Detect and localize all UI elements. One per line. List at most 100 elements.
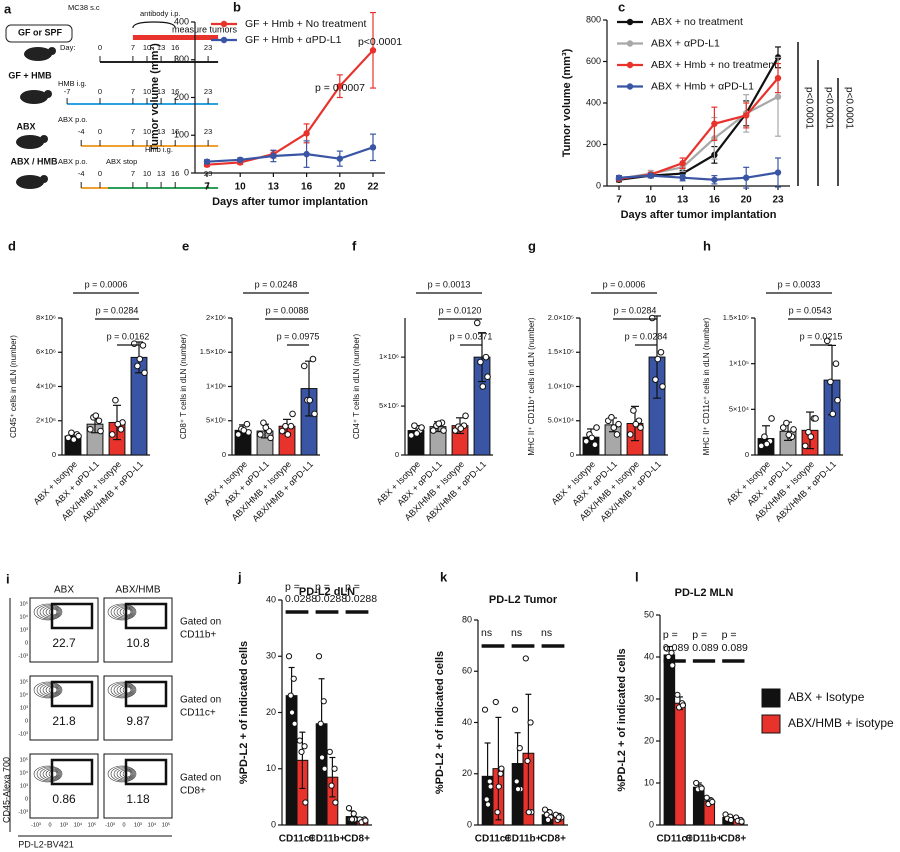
data-point bbox=[665, 653, 672, 661]
gate-frequency: 22.7 bbox=[52, 636, 76, 650]
data-point bbox=[435, 420, 443, 427]
x-tick-label: 20 bbox=[334, 182, 346, 193]
timeline-note: Hmb i.g. bbox=[145, 145, 173, 154]
y-tick-label: 400 bbox=[174, 16, 189, 26]
y-tick-label: 1.5×10⁵ bbox=[548, 347, 574, 356]
comparison-label: p = 0.0006 bbox=[85, 279, 128, 289]
data-point bbox=[783, 419, 790, 427]
data-point bbox=[301, 743, 308, 750]
data-point bbox=[514, 786, 522, 793]
data-point bbox=[134, 362, 141, 370]
x-tick-label: 7 bbox=[204, 182, 210, 193]
data-point bbox=[481, 706, 489, 713]
x-tick-label: CD11b+ bbox=[505, 834, 542, 845]
day-prefix: Day: bbox=[60, 43, 75, 52]
flow-x-tick: 10⁴ bbox=[148, 821, 157, 828]
group-label: ABX bbox=[16, 121, 35, 131]
legend-label: ABX + Hmb + no treatment bbox=[651, 59, 777, 71]
flow-x-tick: 10³ bbox=[60, 822, 68, 828]
y-tick-label: 0 bbox=[222, 450, 226, 459]
comparison-label: p = 0.0371 bbox=[450, 331, 493, 341]
x-tick-label: 20 bbox=[741, 195, 753, 206]
panel-label: a bbox=[4, 1, 12, 16]
contour bbox=[107, 603, 137, 621]
annotation: 0.089 bbox=[692, 642, 718, 654]
data-point bbox=[492, 698, 499, 706]
y-tick-label: 2×10⁶ bbox=[206, 313, 226, 322]
data-point bbox=[668, 649, 675, 656]
flow-y-tick: 10⁵ bbox=[20, 756, 28, 763]
y-tick-label: 300 bbox=[174, 54, 189, 64]
comparison-label: p = 0.0248 bbox=[255, 279, 298, 289]
y-axis-title: Tumor volume (mm³) bbox=[561, 48, 573, 157]
data-point bbox=[267, 434, 274, 442]
data-point bbox=[320, 698, 327, 705]
data-point bbox=[591, 441, 599, 449]
flow-plot bbox=[103, 675, 173, 741]
data-point bbox=[289, 410, 296, 418]
data-point bbox=[495, 783, 502, 790]
contour bbox=[110, 766, 136, 782]
legend-marker bbox=[626, 83, 634, 90]
day-label: 16 bbox=[171, 43, 179, 52]
comparison-label: p = 0.0284 bbox=[625, 331, 668, 341]
data-point bbox=[328, 782, 335, 789]
data-point bbox=[484, 801, 492, 808]
data-point bbox=[516, 745, 523, 752]
data-point bbox=[511, 706, 519, 713]
data-point bbox=[615, 420, 622, 428]
data-point bbox=[306, 396, 314, 404]
y-tick-label: 0 bbox=[596, 180, 601, 190]
data-point bbox=[834, 396, 841, 404]
legend-marker bbox=[220, 20, 228, 28]
contour bbox=[113, 767, 135, 781]
annotation: p = bbox=[315, 581, 330, 593]
day-label: 0 bbox=[98, 169, 102, 178]
data-point bbox=[256, 431, 264, 438]
flow-y-tick: 0 bbox=[25, 640, 28, 646]
comparison-label: p = 0.0543 bbox=[789, 305, 832, 315]
y-tick-label: 60 bbox=[462, 666, 472, 676]
y-tick-label: 1×10⁵ bbox=[729, 359, 749, 368]
x-tick-label: CD11b+ bbox=[686, 834, 723, 845]
comparison-label: p = 0.0284 bbox=[614, 305, 657, 315]
contour bbox=[33, 765, 63, 783]
x-tick-label: 22 bbox=[367, 182, 379, 193]
day-label: 7 bbox=[131, 43, 135, 52]
data-point bbox=[674, 691, 681, 698]
data-point bbox=[309, 355, 317, 363]
data-point bbox=[326, 748, 333, 755]
panel-label: d bbox=[8, 238, 16, 253]
y-axis-title: CD4⁺ T cells in dLN (number) bbox=[352, 334, 361, 440]
y-tick-label: 20 bbox=[462, 768, 472, 778]
data-point bbox=[114, 420, 122, 428]
y-tick-label: 400 bbox=[586, 97, 601, 107]
annotation: p = bbox=[692, 629, 707, 641]
panel-label: g bbox=[528, 238, 536, 253]
gate bbox=[124, 680, 168, 708]
point bbox=[203, 158, 211, 165]
data-point bbox=[411, 422, 418, 429]
y-axis-title: CD8⁺ T cells in dLN (number) bbox=[179, 334, 188, 440]
legend-swatch bbox=[761, 714, 781, 734]
data-point bbox=[679, 702, 687, 709]
data-point bbox=[632, 420, 640, 428]
data-point bbox=[296, 737, 303, 744]
group-box bbox=[5, 24, 73, 43]
y-tick-label: 5.0×10⁴ bbox=[548, 416, 574, 425]
point bbox=[711, 120, 718, 127]
day-label: 0 bbox=[98, 87, 102, 96]
contour bbox=[36, 682, 62, 698]
series-line bbox=[206, 146, 374, 163]
flow-x-tick: 10⁵ bbox=[88, 821, 96, 828]
data-point bbox=[482, 353, 490, 361]
point bbox=[743, 112, 750, 119]
flow-y-tick: 10⁵ bbox=[20, 678, 28, 685]
y-tick-label: 0 bbox=[745, 450, 749, 459]
data-point bbox=[285, 653, 293, 660]
x-tick-label: CD11c+ bbox=[279, 834, 316, 845]
contour bbox=[113, 683, 135, 697]
annotation: p = bbox=[285, 581, 300, 593]
panel-label: j bbox=[237, 569, 242, 584]
